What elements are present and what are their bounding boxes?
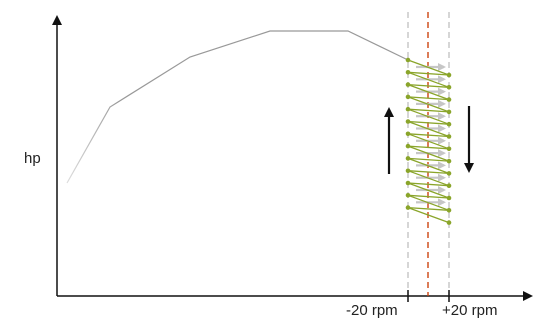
- zigzag-point: [405, 106, 411, 112]
- zigzag-point: [405, 156, 411, 161]
- zigzag-segment: [407, 157, 450, 175]
- zigzag-point: [405, 57, 411, 63]
- zigzag-segment: [407, 170, 450, 175]
- zigzag-point: [446, 134, 452, 139]
- zigzag-segment: [407, 145, 450, 162]
- zigzag-point: [405, 168, 411, 173]
- zigzag-point: [446, 171, 452, 176]
- zigzag-point: [446, 183, 452, 188]
- zigzag-point: [405, 119, 411, 124]
- zigzag-point: [446, 208, 452, 213]
- zigzag-point: [405, 70, 411, 75]
- zigzag-segment: [407, 83, 450, 88]
- zigzag-point: [446, 97, 452, 102]
- zigzag-segment: [407, 108, 450, 113]
- zigzag-point: [446, 146, 452, 152]
- zigzag-point: [446, 220, 452, 225]
- zigzag-point: [446, 72, 452, 78]
- zigzag-point: [446, 121, 452, 127]
- zigzag-segment: [407, 108, 450, 125]
- zigzag-point: [405, 193, 411, 198]
- zigzag-segment: [407, 71, 450, 76]
- zigzag-point: [446, 158, 452, 164]
- zigzag-segment: [407, 96, 450, 113]
- zigzag-segment: [407, 120, 450, 125]
- zigzag-segment: [407, 157, 450, 162]
- zigzag-segment: [407, 59, 450, 76]
- zigzag-segment: [407, 206, 450, 211]
- zigzag-segment: [407, 96, 450, 101]
- x-tick-left-label: -20 rpm: [346, 302, 398, 319]
- zigzag-segment: [407, 182, 450, 187]
- zigzag-segment: [407, 170, 450, 187]
- zigzag-point: [405, 94, 411, 100]
- zigzag-point: [446, 195, 452, 201]
- zigzag-segment: [407, 194, 450, 199]
- zigzag-point: [405, 82, 411, 87]
- zigzag-point: [446, 109, 452, 115]
- zigzag-segment: [407, 120, 450, 138]
- power-curve: [66, 30, 409, 184]
- zigzag-segment: [407, 194, 450, 211]
- zigzag-point: [446, 85, 452, 90]
- rpm-oscillation: [405, 57, 452, 225]
- zigzag-point: [405, 180, 411, 186]
- zigzag-segment: [407, 133, 450, 138]
- zigzag-point: [405, 131, 411, 137]
- zigzag-segment: [407, 145, 450, 150]
- zigzag-segment: [407, 206, 450, 224]
- zigzag-point: [405, 143, 411, 149]
- y-axis-label: hp: [24, 150, 41, 167]
- zigzag-segment: [407, 182, 450, 199]
- zigzag-segment: [407, 83, 450, 101]
- x-tick-right-label: +20 rpm: [442, 302, 497, 319]
- zigzag-segment: [407, 71, 450, 88]
- zigzag-segment: [407, 133, 450, 150]
- zigzag-point: [405, 205, 411, 210]
